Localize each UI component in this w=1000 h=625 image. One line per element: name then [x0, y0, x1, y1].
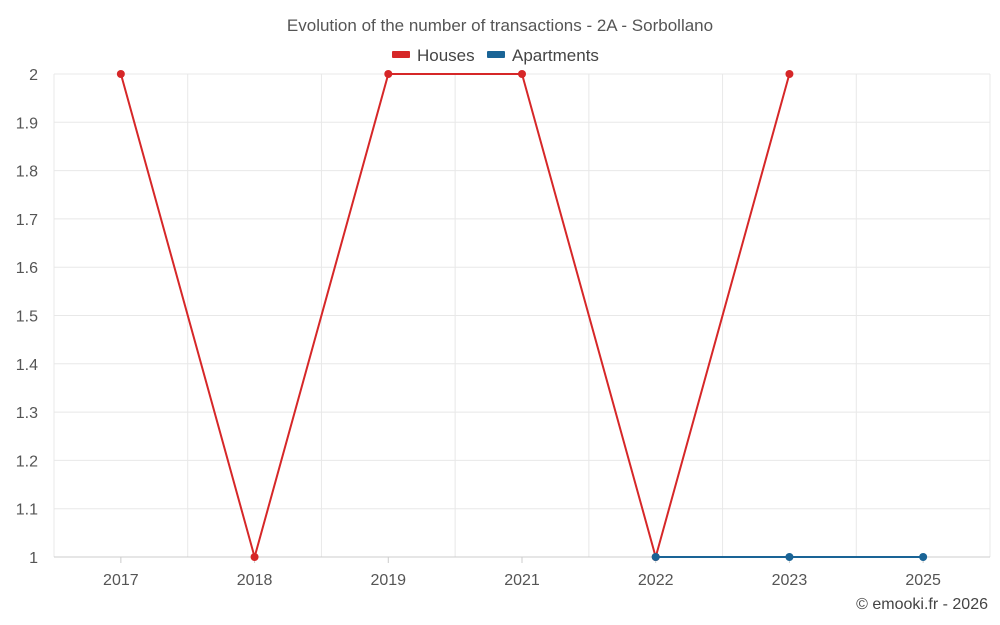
series-line-houses	[119, 73, 791, 558]
data-point-houses[interactable]	[384, 70, 393, 78]
y-tick-label: 1.3	[16, 405, 38, 422]
x-tick-label: 2018	[237, 572, 273, 589]
legend-label-houses: Houses	[417, 46, 475, 65]
y-tick-label: 1.5	[16, 309, 38, 326]
y-tick-label: 1.8	[16, 164, 38, 181]
credit-text: © emooki.fr - 2026	[856, 596, 988, 613]
x-tick-label: 2025	[905, 572, 941, 589]
legend-swatch-apartments	[487, 51, 505, 58]
chart-title: Evolution of the number of transactions …	[287, 16, 713, 35]
legend-label-apartments: Apartments	[512, 46, 599, 65]
y-tick-label: 2	[29, 67, 38, 84]
x-tick-label: 2023	[772, 572, 808, 589]
series	[116, 70, 928, 561]
x-tick-label: 2022	[638, 572, 674, 589]
data-point-houses[interactable]	[785, 70, 794, 78]
x-tick-label: 2021	[504, 572, 540, 589]
y-tick-label: 1	[29, 550, 38, 567]
legend-item-houses[interactable]: Houses	[392, 46, 475, 65]
y-tick-label: 1.4	[16, 357, 38, 374]
legend-item-apartments[interactable]: Apartments	[487, 46, 599, 65]
legend: Houses Apartments	[392, 46, 599, 65]
data-point-apartments[interactable]	[651, 553, 660, 561]
axes: 1 1.1 1.2 1.3 1.4 1.5 1.6 1.7 1.8 1.9 2 2017 2018 201…	[16, 67, 990, 589]
y-tick-label: 1.6	[16, 260, 38, 277]
y-tick-label: 1.1	[16, 502, 38, 519]
grid	[53, 73, 991, 558]
data-point-apartments[interactable]	[919, 553, 928, 561]
y-tick-label: 1.7	[16, 212, 38, 229]
x-tick-label: 2017	[103, 572, 139, 589]
x-tick-label: 2019	[370, 572, 406, 589]
y-tick-label: 1.9	[16, 115, 38, 132]
y-tick-label: 1.2	[16, 453, 38, 470]
data-point-houses[interactable]	[250, 553, 259, 561]
legend-swatch-houses	[392, 51, 410, 58]
data-point-apartments[interactable]	[785, 553, 794, 561]
data-point-houses[interactable]	[518, 70, 526, 78]
data-point-houses[interactable]	[116, 70, 125, 78]
